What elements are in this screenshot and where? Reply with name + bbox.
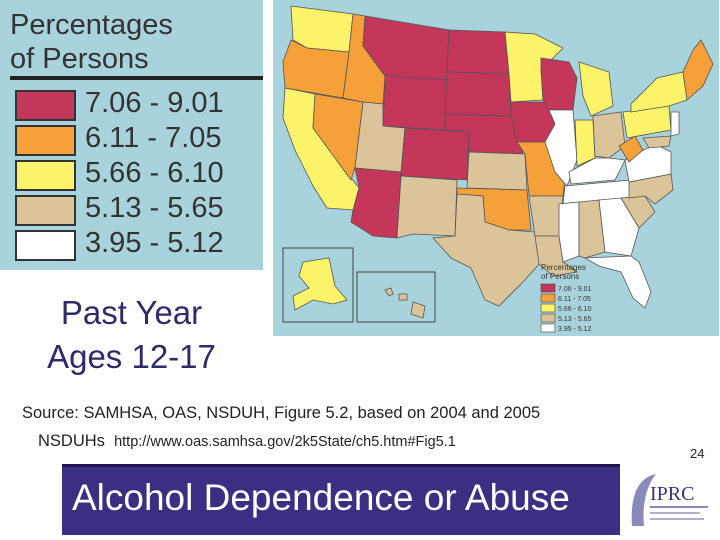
- legend-swatch: [15, 195, 76, 226]
- legend-title-line2: of Persons: [10, 43, 149, 75]
- legend-swatch: [15, 90, 76, 121]
- state-alaska: [292, 257, 348, 311]
- state-wisconsin: [540, 57, 578, 111]
- state-colorado: [400, 127, 470, 181]
- state-west-virginia: [618, 135, 644, 163]
- state-arkansas: [528, 195, 564, 237]
- inset-legend-range: 5.13 - 5.65: [558, 316, 592, 323]
- legend-item-5: 3.95 - 5.12: [15, 227, 260, 263]
- inset-legend-range: 5.66 - 6.10: [558, 306, 592, 313]
- slide-title: Alcohol Dependence or Abuse: [72, 477, 570, 518]
- legend-divider: [10, 76, 263, 80]
- state-north-dakota: [446, 29, 510, 75]
- state-mississippi: [558, 201, 580, 263]
- iprc-logo: IPRC: [626, 470, 714, 532]
- source-line2: NSDUHs http://www.oas.samhsa.gov/2k5Stat…: [38, 432, 456, 451]
- legend-item-3: 5.66 - 6.10: [15, 157, 260, 193]
- iprc-logo-icon: IPRC: [631, 474, 708, 526]
- inset-legend-swatch: [540, 313, 556, 323]
- logo-text: IPRC: [650, 483, 694, 505]
- legend-range: 5.66 - 6.10: [85, 157, 224, 189]
- title-banner: Alcohol Dependence or Abuse: [62, 464, 620, 535]
- source-line1: Source: SAMHSA, OAS, NSDUH, Figure 5.2, …: [22, 404, 541, 422]
- legend-item-1: 7.06 - 9.01: [15, 87, 260, 123]
- state-new-york: [630, 71, 688, 113]
- legend-range: 5.13 - 5.65: [85, 192, 224, 224]
- state-new-jersey: [670, 111, 680, 137]
- state-pennsylvania: [622, 105, 672, 139]
- state-new-england: [682, 39, 714, 101]
- state-ohio: [592, 111, 626, 159]
- legend-title-line1: Percentages: [10, 9, 173, 41]
- inset-legend-title-line2: of Persons: [541, 272, 579, 281]
- state-new-mexico: [396, 175, 458, 239]
- state-georgia: [598, 197, 640, 257]
- inset-legend-range: 3.95 - 5.12: [558, 326, 592, 333]
- inset-legend-swatch: [540, 293, 556, 303]
- state-arizona: [350, 167, 402, 239]
- inset-legend-swatch: [540, 283, 556, 293]
- state-south-dakota: [444, 71, 512, 117]
- inset-legend-range: 7.06 - 9.01: [558, 286, 592, 293]
- subtitle-line2: Ages 12-17: [47, 338, 216, 375]
- legend-item-2: 6.11 - 7.05: [15, 122, 260, 158]
- legend-range: 3.95 - 5.12: [85, 227, 224, 259]
- state-indiana: [574, 119, 596, 167]
- inset-legend-range: 6.11 - 7.05: [558, 296, 591, 303]
- legend-swatch: [15, 160, 76, 191]
- map-panel: Percentages of Persons 7.06 - 9.01 6.11 …: [273, 0, 719, 336]
- legend-swatch: [15, 125, 76, 156]
- alaska-inset-frame: [282, 247, 354, 323]
- legend-item-4: 5.13 - 5.65: [15, 192, 260, 228]
- inset-legend-swatch: [540, 323, 556, 333]
- state-maryland: [642, 135, 672, 149]
- page-number: 24: [690, 446, 705, 461]
- source-url: http://www.oas.samhsa.gov/2k5State/ch5.h…: [114, 434, 456, 450]
- legend-range: 7.06 - 9.01: [85, 87, 224, 119]
- inset-legend-title-line1: Percentages: [541, 263, 586, 272]
- subtitle-line1: Past Year: [60, 294, 203, 331]
- state-kansas: [466, 151, 528, 191]
- us-map: Percentages of Persons 7.06 - 9.01 6.11 …: [282, 5, 714, 333]
- state-florida: [583, 255, 652, 309]
- state-texas: [432, 193, 542, 307]
- source-prefix: NSDUHs: [38, 432, 105, 450]
- hawaii-inset-frame: [356, 271, 436, 323]
- state-alabama: [578, 199, 606, 259]
- legend-swatch: [15, 230, 76, 261]
- state-hawaii-island-3: [410, 301, 426, 319]
- state-hawaii-island-2: [398, 293, 408, 301]
- state-michigan: [578, 61, 614, 117]
- legend-panel: Percentages of Persons 7.06 - 9.01 6.11 …: [0, 0, 263, 270]
- inset-legend-swatch: [540, 303, 556, 313]
- state-hawaii: [384, 287, 394, 297]
- state-wyoming: [382, 75, 448, 131]
- state-illinois: [544, 109, 578, 187]
- legend-range: 6.11 - 7.05: [85, 122, 222, 154]
